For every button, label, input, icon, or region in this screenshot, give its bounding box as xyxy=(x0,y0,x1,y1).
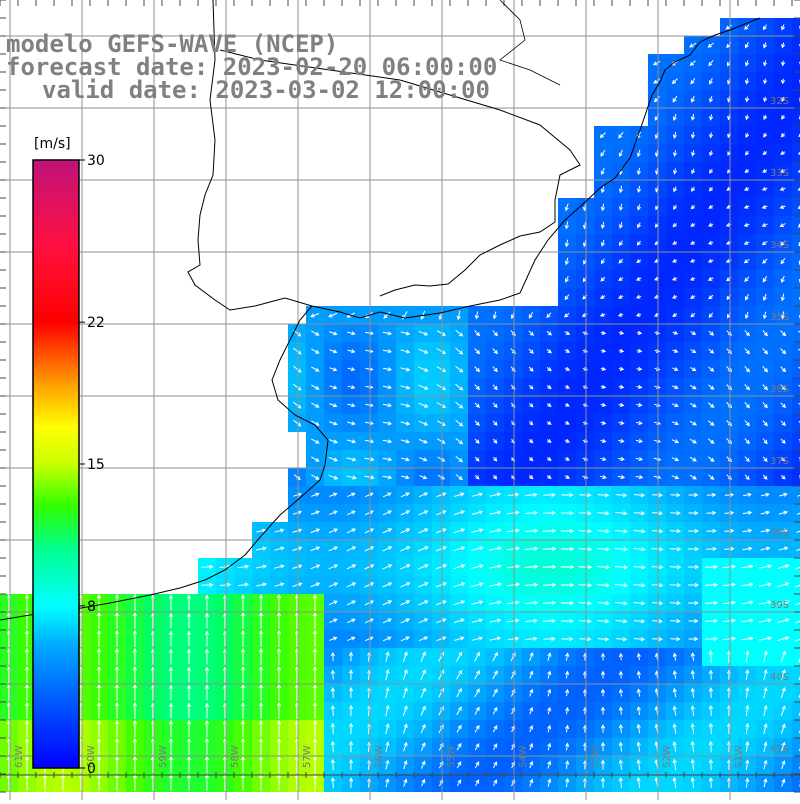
wind-speed-cell xyxy=(792,468,800,486)
colorbar-unit: [m/s] xyxy=(34,136,71,152)
latitude-label: 33S xyxy=(770,168,789,179)
latitude-label: 39S xyxy=(770,600,789,611)
wind-speed-cell xyxy=(792,432,800,450)
wind-speed-cell xyxy=(792,378,800,396)
wind-speed-cell xyxy=(792,72,800,90)
wind-speed-cell xyxy=(792,486,800,504)
wind-speed-cell xyxy=(792,612,800,630)
wind-speed-cell xyxy=(792,36,800,54)
latitude-label: 40S xyxy=(770,672,789,683)
wind-speed-cell xyxy=(792,594,800,612)
longitude-label: 55W xyxy=(446,745,457,768)
wind-speed-cell xyxy=(792,396,800,414)
longitude-label: 54W xyxy=(518,745,529,768)
colorbar-tick-label: 15 xyxy=(87,457,105,473)
wind-speed-cell xyxy=(792,324,800,342)
longitude-label: 59W xyxy=(158,745,169,768)
wind-speed-cell xyxy=(792,522,800,540)
wind-speed-cell xyxy=(792,18,800,36)
wind-speed-cell xyxy=(792,252,800,270)
colorbar-tick-label: 30 xyxy=(87,153,105,169)
wind-speed-cell xyxy=(792,576,800,594)
wind-speed-cell xyxy=(792,288,800,306)
wind-speed-cell xyxy=(792,306,800,324)
wind-speed-cell xyxy=(792,90,800,108)
wind-speed-cell xyxy=(792,702,800,720)
wind-speed-cell xyxy=(792,648,800,666)
wind-speed-cell xyxy=(792,558,800,576)
latitude-label: 32S xyxy=(770,96,789,107)
wind-speed-cell xyxy=(792,54,800,72)
wind-speed-cell xyxy=(792,108,800,126)
latitude-label: 34S xyxy=(770,240,789,251)
wind-speed-cell xyxy=(792,342,800,360)
longitude-label: 58W xyxy=(230,745,241,768)
longitude-label: 56W xyxy=(374,745,385,768)
colorbar-tick-label: 22 xyxy=(87,315,105,331)
wind-speed-cell xyxy=(792,630,800,648)
latitude-label: 38S xyxy=(770,528,789,539)
longitude-label: 61W xyxy=(14,745,25,768)
wind-speed-cell xyxy=(792,360,800,378)
wind-speed-cell xyxy=(792,144,800,162)
wind-speed-cell xyxy=(792,414,800,432)
wind-speed-cell xyxy=(792,540,800,558)
colorbar-tick-label: 8 xyxy=(87,599,96,615)
latitude-label: 41S xyxy=(770,744,789,755)
wind-speed-cell xyxy=(792,126,800,144)
wind-speed-cell xyxy=(792,720,800,738)
colorbar-gradient xyxy=(33,160,79,768)
wind-speed-cell xyxy=(792,270,800,288)
title-line-3: valid date: 2023-03-02 12:00:00 xyxy=(42,76,490,104)
wind-speed-cell xyxy=(792,738,800,756)
latitude-label: 37S xyxy=(770,456,789,467)
wind-speed-cell xyxy=(792,774,800,792)
wind-speed-cell xyxy=(792,234,800,252)
latitude-label: 36S xyxy=(770,384,789,395)
longitude-label: 57W xyxy=(302,745,313,768)
wind-speed-cell xyxy=(792,756,800,774)
latitude-label: 35S xyxy=(770,312,789,323)
wind-speed-cell xyxy=(792,450,800,468)
longitude-label: 51W xyxy=(734,745,745,768)
wind-speed-cell xyxy=(792,666,800,684)
wind-speed-cell xyxy=(792,684,800,702)
wind-speed-cell xyxy=(792,504,800,522)
longitude-label: 53W xyxy=(590,745,601,768)
wind-speed-cell xyxy=(792,216,800,234)
colorbar-tick-label: 0 xyxy=(87,761,96,777)
longitude-label: 52W xyxy=(662,745,673,768)
